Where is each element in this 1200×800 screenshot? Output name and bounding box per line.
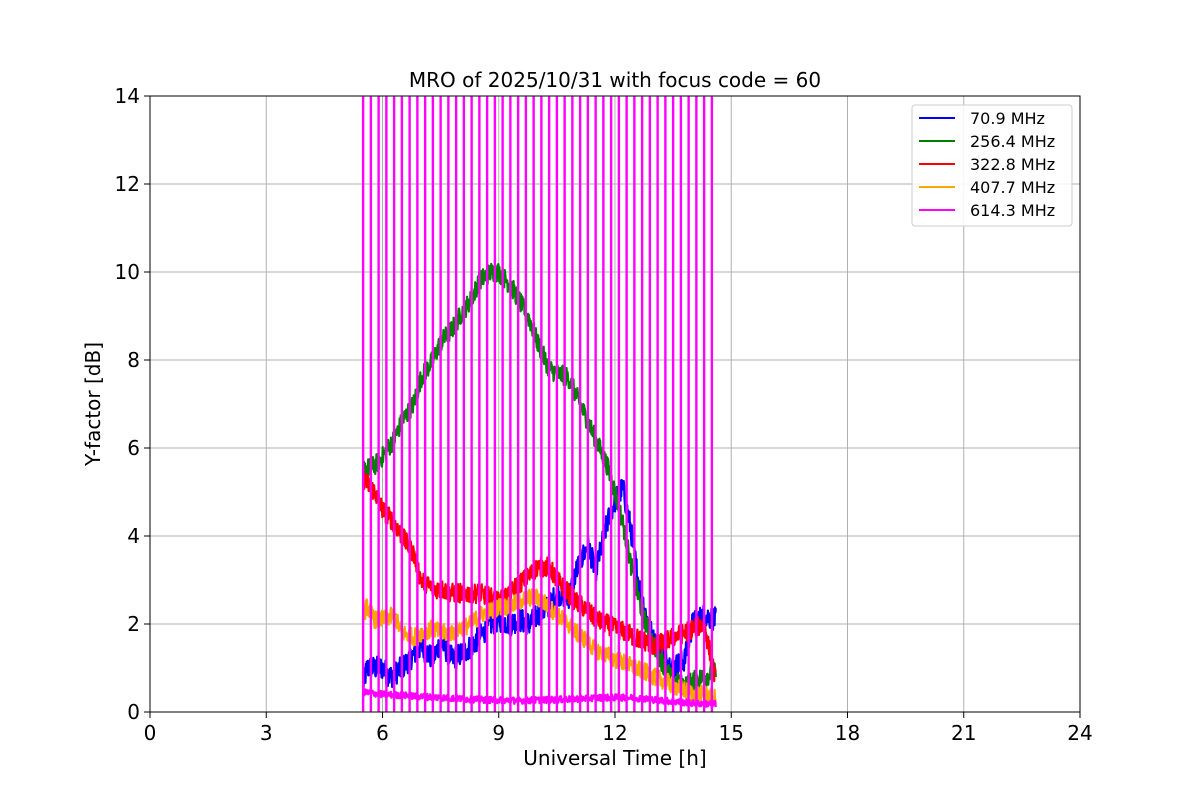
x-tick-label: 18 bbox=[835, 721, 860, 745]
series-layer bbox=[361, 96, 717, 712]
y-tick-label: 12 bbox=[115, 172, 140, 196]
y-tick-label: 10 bbox=[115, 260, 140, 284]
x-tick-label: 24 bbox=[1067, 721, 1092, 745]
plot-area bbox=[361, 96, 717, 712]
legend-entry: 322.8 MHz bbox=[970, 155, 1055, 174]
legend-entry: 70.9 MHz bbox=[970, 109, 1045, 128]
legend: 70.9 MHz 256.4 MHz 322.8 MHz 407.7 MHz 614.3… bbox=[911, 104, 1073, 227]
legend-entry: 407.7 MHz bbox=[970, 178, 1055, 197]
y-tick-label: 8 bbox=[127, 348, 140, 372]
y-axis-label: Y-factor [dB] bbox=[81, 342, 105, 467]
x-axis-label: Universal Time [h] bbox=[523, 746, 706, 770]
legend-entry: 256.4 MHz bbox=[970, 132, 1055, 151]
x-tick-label: 9 bbox=[492, 721, 505, 745]
y-tick-label: 2 bbox=[127, 612, 140, 636]
x-tick-label: 15 bbox=[719, 721, 744, 745]
x-tick-label: 3 bbox=[260, 721, 273, 745]
y-tick-label: 14 bbox=[115, 84, 140, 108]
x-tick-label: 0 bbox=[144, 721, 157, 745]
legend-entry: 614.3 MHz bbox=[970, 201, 1055, 220]
y-tick-label: 4 bbox=[127, 524, 140, 548]
x-tick-label: 12 bbox=[602, 721, 627, 745]
x-tick-label: 6 bbox=[376, 721, 389, 745]
y-tick-label: 0 bbox=[127, 700, 140, 724]
legend-box bbox=[911, 104, 1073, 227]
y-tick-label: 6 bbox=[127, 436, 140, 460]
x-tick-label: 21 bbox=[951, 721, 976, 745]
chart-title: MRO of 2025/10/31 with focus code = 60 bbox=[409, 68, 821, 92]
